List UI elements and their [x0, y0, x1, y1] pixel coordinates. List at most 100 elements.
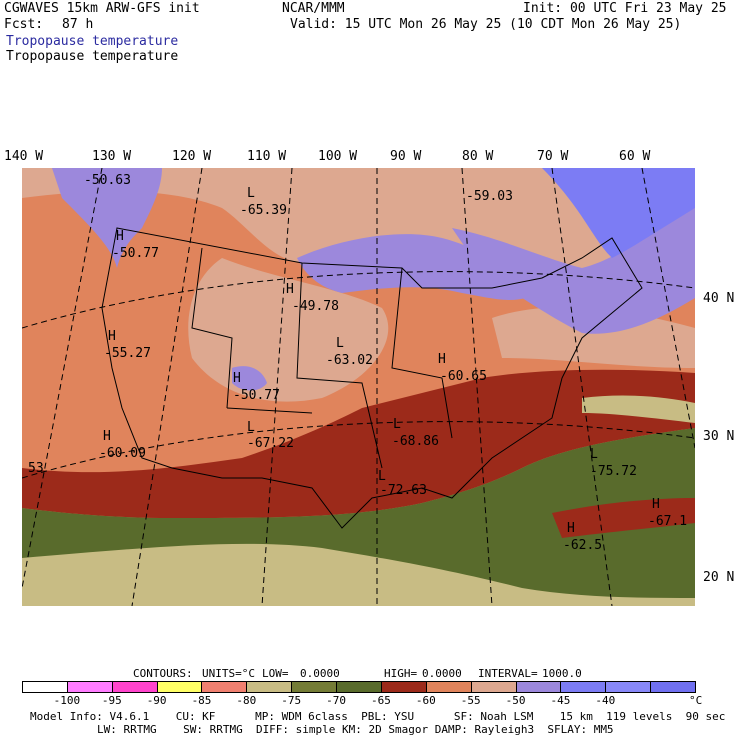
colorbar-tick: -55 [460, 694, 481, 707]
colorbar-swatch [560, 681, 607, 693]
graticule [22, 168, 695, 606]
lon-label-130w: 130 W [92, 149, 132, 164]
units-label: UNITS=°C [202, 667, 255, 680]
tropopause-temperature-map [22, 168, 695, 606]
map-label-16-type: H [567, 521, 575, 536]
field-title: Tropopause temperature [6, 49, 179, 64]
colorbar-swatch [425, 681, 472, 693]
lat-label-40n: 40 N [703, 291, 735, 306]
colorbar-swatch [291, 681, 338, 693]
band-purple-ne [452, 208, 695, 334]
map-label-16-value: -62.5 [563, 538, 603, 553]
band-darkred-east [552, 498, 695, 538]
colorbar-swatch [111, 681, 158, 693]
map-label-15-value: -67.1 [648, 514, 688, 529]
map-label-4-type: H [286, 282, 294, 297]
colorbar-tick: -80 [236, 694, 257, 707]
map-label-13: 53 [28, 461, 44, 476]
colorbar-tick: -85 [191, 694, 212, 707]
lon-label-90w: 90 W [390, 149, 422, 164]
colorbar-swatch [515, 681, 562, 693]
map-label-3-value: -50.77 [112, 246, 159, 261]
colorbar-tick: -45 [550, 694, 571, 707]
colorbar-swatch [22, 681, 68, 693]
map-label-12-type: L [590, 447, 598, 462]
colorbar-swatch [470, 681, 517, 693]
map-label-6-value: -63.02 [326, 353, 373, 368]
band-purple-north [297, 234, 542, 300]
lon-label-140w: 140 W [4, 149, 44, 164]
map-label-10-type: L [393, 417, 401, 432]
band-purple-nw [52, 168, 162, 268]
colorbar-swatch [66, 681, 113, 693]
colorbar-tick: -90 [146, 694, 167, 707]
colorbar-swatch [156, 681, 203, 693]
init-time: Init: 00 UTC Fri 23 May 25 [523, 1, 727, 16]
colorbar-swatch [246, 681, 293, 693]
interval-label: INTERVAL= [478, 667, 538, 680]
band-pink-central [188, 258, 389, 402]
colorbar-tick: -65 [371, 694, 391, 707]
forecast-hour: 87 h [62, 17, 94, 32]
colorbar-swatch [650, 681, 696, 693]
colorbar-tick: -60 [415, 694, 436, 707]
map-label-5-type: H [108, 329, 116, 344]
map-label-14-value: -72.63 [380, 483, 427, 498]
map-label-2: -59.03 [466, 189, 513, 204]
map-label-7-type: H [438, 352, 446, 367]
colorbar-tick: -50 [505, 694, 526, 707]
lon-label-120w: 120 W [172, 149, 212, 164]
high-value: 0.0000 [422, 667, 462, 680]
colorbar-tick: -75 [281, 694, 302, 707]
map-label-11-value: -60.09 [99, 446, 146, 461]
colorbar-tick: -40 [595, 694, 616, 707]
map-label-6-type: L [336, 336, 344, 351]
lat-label-30n: 30 N [703, 429, 735, 444]
low-label: LOW= [262, 667, 289, 680]
map-label-14-type: L [378, 469, 386, 484]
map-label-9-value: -67.22 [247, 436, 294, 451]
valid-time: Valid: 15 UTC Mon 26 May 25 (10 CDT Mon … [290, 17, 682, 32]
map-label-10-value: -68.86 [392, 434, 439, 449]
map-label-1-value: -65.39 [240, 203, 287, 218]
model-info-line-1: Model Info: V4.6.1 CU: KF MP: WDM 6class… [30, 710, 726, 723]
map-label-8-value: -50.77 [233, 388, 280, 403]
band-khaki-east [582, 395, 695, 423]
colorbar-swatch [605, 681, 652, 693]
band-khaki-south [22, 543, 695, 606]
map-label-5-value: -55.27 [104, 346, 151, 361]
map-label-11-type: H [103, 429, 111, 444]
colorbar-unit: °C [689, 694, 703, 707]
org-label: NCAR/MMM [282, 1, 345, 16]
colorbar-tick: -70 [326, 694, 347, 707]
map-label-3-type: H [116, 229, 124, 244]
map-label-8-type: H [233, 371, 241, 386]
map-label-1-type: L [247, 186, 255, 201]
interval-value: 1000.0 [542, 667, 582, 680]
map-label-7-value: -60.65 [440, 369, 487, 384]
lon-label-80w: 80 W [462, 149, 494, 164]
colorbar-tick: -100 [53, 694, 81, 707]
map-label-15-type: H [652, 497, 660, 512]
lon-label-110w: 110 W [247, 149, 287, 164]
map-label-9-type: L [247, 420, 255, 435]
forecast-label: Fcst: [4, 17, 44, 32]
field-title-blue: Tropopause temperature [6, 34, 179, 49]
contours-label: CONTOURS: [133, 667, 193, 680]
lon-label-60w: 60 W [619, 149, 651, 164]
band-blue-ne [542, 168, 695, 258]
state-borders [101, 227, 643, 529]
colorbar-tick: -95 [101, 694, 122, 707]
lon-label-70w: 70 W [537, 149, 569, 164]
high-label: HIGH= [384, 667, 418, 680]
band-purple-center [232, 366, 267, 391]
lon-label-100w: 100 W [318, 149, 358, 164]
map-label-12-value: -75.72 [590, 464, 637, 479]
map-label-4-value: -49.78 [292, 299, 339, 314]
model-title: CGWAVES 15km ARW-GFS init [4, 1, 200, 16]
lat-label-20n: 20 N [703, 570, 735, 585]
map-label-0: -50.63 [84, 173, 131, 188]
colorbar-swatch [201, 681, 248, 693]
colorbar-swatch [380, 681, 427, 693]
model-info-line-2: LW: RRTMG SW: RRTMG DIFF: simple KM: 2D … [97, 723, 614, 736]
